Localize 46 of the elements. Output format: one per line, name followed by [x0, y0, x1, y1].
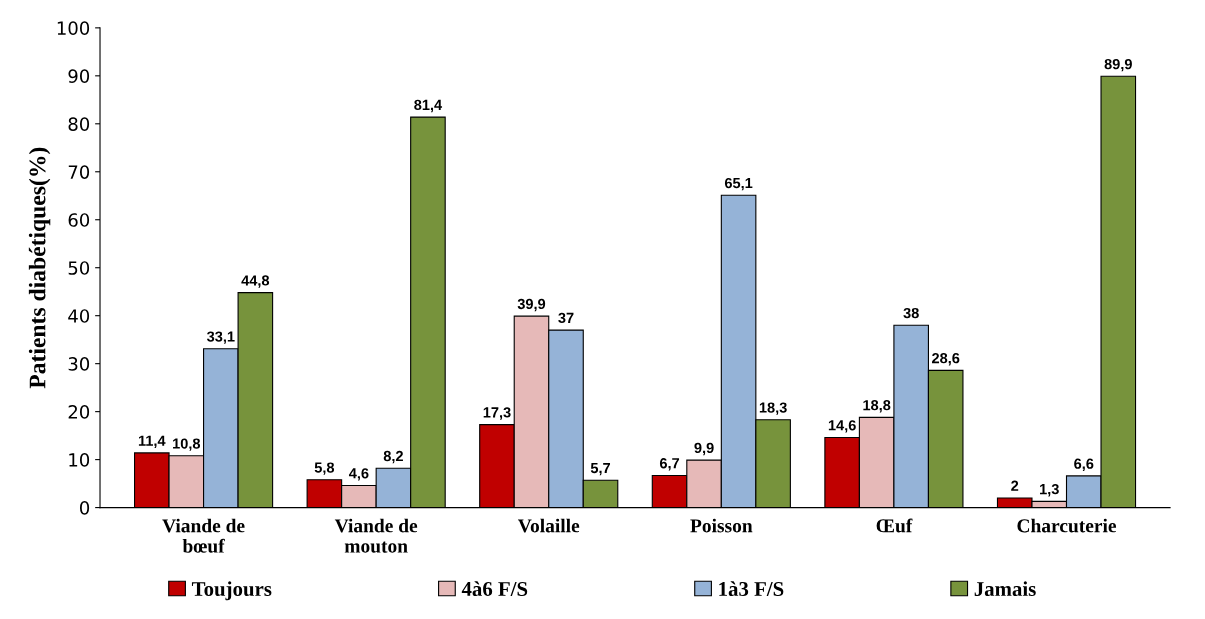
x-tick-label: Poisson — [690, 518, 753, 533]
y-tick-label: 0 — [80, 501, 90, 515]
data-label: 4,6 — [348, 468, 369, 481]
y-tick-label: 30 — [68, 357, 90, 371]
y-axis-title: Patients diabétiques(%) — [28, 147, 51, 389]
x-tick-label: Charcuterie — [1017, 518, 1117, 533]
data-label: 17,3 — [483, 407, 511, 420]
legend-label: Jamais — [974, 581, 1036, 597]
legend-label: Toujours — [191, 581, 272, 601]
y-tick-label: 70 — [68, 165, 90, 179]
data-label: 81,4 — [414, 99, 443, 113]
x-tick-label: Viande de bœuf — [162, 518, 245, 553]
data-label: 18,8 — [863, 400, 891, 413]
data-label: 89,9 — [1104, 58, 1132, 72]
y-tick-label: 40 — [68, 309, 90, 323]
x-tick-label: Volaille — [517, 518, 580, 533]
data-label: 65,1 — [724, 177, 753, 191]
data-label: 6,7 — [659, 458, 680, 471]
data-label: 1,3 — [1040, 483, 1059, 497]
data-label: 8,2 — [383, 450, 403, 464]
data-label: 14,6 — [828, 420, 856, 433]
data-label: 6,6 — [1074, 458, 1094, 471]
y-tick-label: 20 — [68, 405, 90, 419]
y-tick-label: 100 — [57, 21, 90, 35]
data-label: 44,8 — [241, 275, 270, 288]
data-label: 38 — [903, 307, 919, 319]
data-label: 5,8 — [314, 462, 335, 475]
data-label: 10,8 — [173, 438, 201, 451]
x-tick-label: Œuf — [876, 518, 913, 533]
data-label: 9,9 — [694, 442, 714, 456]
data-label: 5,7 — [590, 463, 611, 476]
legend-label: 1à3 F/S — [719, 581, 784, 597]
data-label: 2 — [1011, 480, 1019, 491]
legend-label: 4à6 F/S — [461, 581, 528, 597]
data-label: 18,3 — [759, 402, 787, 415]
data-label: 11,4 — [138, 435, 166, 448]
y-tick-label: 50 — [68, 261, 90, 275]
data-label: 37 — [558, 312, 574, 324]
y-tick-label: 90 — [68, 69, 90, 83]
x-tick-label: Viande de mouton — [334, 518, 418, 553]
data-label: 39,9 — [517, 298, 546, 312]
data-label: 28,6 — [932, 353, 960, 366]
y-tick-label: 60 — [68, 213, 90, 227]
y-tick-label: 10 — [69, 453, 90, 467]
data-label: 33,1 — [206, 331, 235, 344]
y-tick-label: 80 — [68, 117, 90, 131]
